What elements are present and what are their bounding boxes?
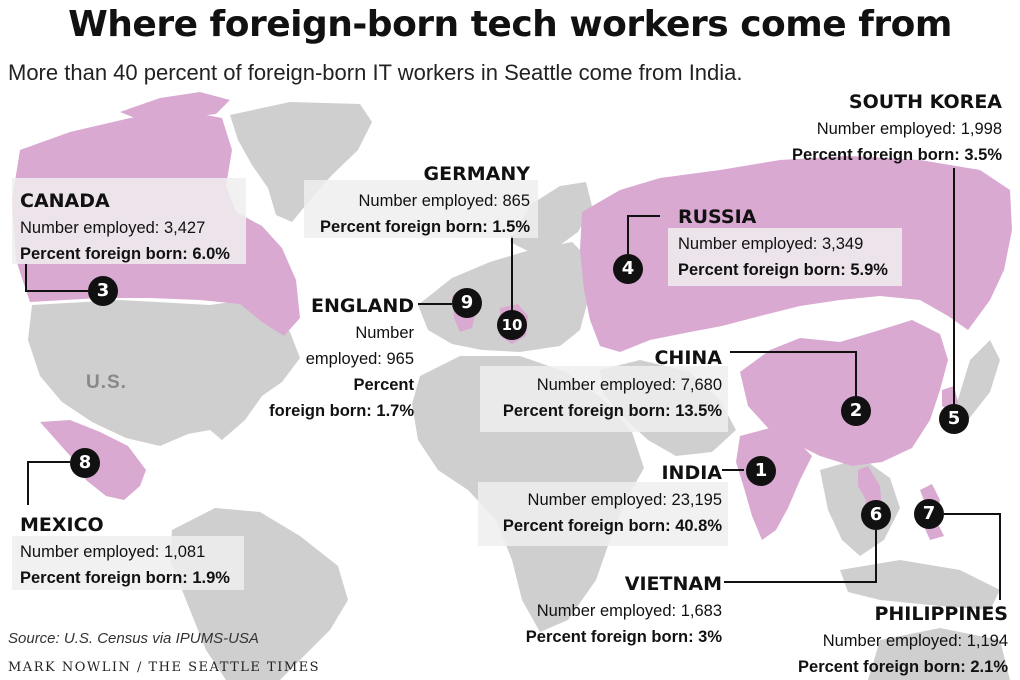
percent-foreign-born: Percent foreign born: 6.0% — [20, 245, 230, 263]
page-title: Where foreign-born tech workers come fro… — [68, 4, 952, 45]
credit-line: MARK NOWLIN / THE SEATTLE TIMES — [8, 660, 321, 675]
rank-badge-south-korea: 5 — [939, 404, 969, 434]
label-box-canada — [12, 178, 246, 264]
label-box-india — [478, 482, 728, 546]
india-shape — [736, 428, 812, 540]
country-name: VIETNAM — [624, 573, 722, 595]
percent-foreign-born: Percent foreign born: 13.5% — [502, 402, 722, 420]
number-employed: Number employed: 3,427 — [20, 219, 206, 237]
map-label-us: U.S. — [86, 372, 127, 393]
country-name: SOUTH KOREA — [848, 91, 1002, 113]
country-label-china: CHINA Number employed: 7,680 Percent for… — [484, 344, 722, 424]
rank-badge-mexico: 8 — [70, 448, 100, 478]
indonesia-shape — [840, 560, 1000, 610]
country-label-south-korea: SOUTH KOREA Number employed: 1,998 Perce… — [760, 88, 1002, 168]
number-employed: Number employed: 1,194 — [822, 632, 1008, 650]
country-label-russia: RUSSIA Number employed: 3,349 Percent fo… — [678, 203, 888, 283]
label-box-russia — [668, 228, 902, 286]
rank-badge-india: 1 — [746, 456, 776, 486]
percent-foreign-born: Percent foreign born: 1.5% — [320, 218, 530, 236]
rank-badge-canada: 3 — [88, 276, 118, 306]
number-employed-line-2: employed: 965 — [305, 350, 414, 368]
rank-badge-philippines: 7 — [914, 499, 944, 529]
country-name: RUSSIA — [678, 206, 757, 228]
canada-islands-shape — [120, 92, 230, 120]
leader-line-china — [730, 351, 857, 398]
label-box-mexico — [12, 536, 244, 590]
country-name: PHILIPPINES — [874, 603, 1008, 625]
leader-lines — [25, 168, 1001, 600]
number-employed: Number employed: 1,683 — [536, 602, 722, 620]
number-employed: Number employed: 3,349 — [678, 235, 864, 253]
country-label-mexico: MEXICO Number employed: 1,081 Percent fo… — [20, 511, 230, 591]
source-note: Source: U.S. Census via IPUMS-USA — [8, 630, 259, 647]
country-label-philippines: PHILIPPINES Number employed: 1,194 Perce… — [770, 600, 1008, 680]
rank-badge-germany: 10 — [497, 310, 527, 340]
percent-foreign-born: Percent foreign born: 3.5% — [792, 146, 1002, 164]
country-label-canada: CANADA Number employed: 3,427 Percent fo… — [20, 187, 230, 267]
leader-line-canada — [25, 264, 88, 292]
leader-line-russia — [627, 215, 660, 254]
leader-line-mexico — [27, 461, 70, 505]
number-employed: Number employed: 7,680 — [536, 376, 722, 394]
greenland-shape — [230, 102, 372, 222]
number-employed: Number employed: 23,195 — [527, 491, 722, 509]
rank-badge-england: 9 — [452, 288, 482, 318]
number-employed: Number employed: 1,998 — [816, 120, 1002, 138]
number-employed-line-1: Number — [355, 324, 414, 342]
percent-foreign-born-line-2: foreign born: 1.7% — [269, 402, 414, 420]
country-label-germany: GERMANY Number employed: 865 Percent for… — [298, 160, 530, 240]
percent-foreign-born: Percent foreign born: 3% — [525, 628, 722, 646]
country-name: ENGLAND — [311, 295, 414, 317]
label-box-germany — [304, 180, 538, 238]
australia-shape — [868, 628, 1010, 680]
country-name: INDIA — [661, 462, 722, 484]
country-label-vietnam: VIETNAM Number employed: 1,683 Percent f… — [484, 570, 722, 650]
percent-foreign-born: Percent foreign born: 40.8% — [502, 517, 722, 535]
country-label-england: ENGLAND Number employed: 965 Percent for… — [256, 292, 414, 424]
se-asia-shape — [820, 458, 900, 556]
country-name: CANADA — [20, 190, 110, 212]
rank-badge-vietnam: 6 — [861, 500, 891, 530]
percent-foreign-born: Percent foreign born: 5.9% — [678, 261, 888, 279]
percent-foreign-born: Percent foreign born: 2.1% — [798, 658, 1008, 676]
rank-badge-china: 2 — [841, 396, 871, 426]
leader-line-philippines — [944, 513, 1001, 600]
number-employed: Number employed: 1,081 — [20, 543, 206, 561]
country-name: GERMANY — [423, 163, 530, 185]
rank-badge-russia: 4 — [613, 254, 643, 284]
leader-line-vietnam — [724, 530, 877, 583]
percent-foreign-born-line-1: Percent — [353, 376, 414, 394]
number-employed: Number employed: 865 — [358, 192, 530, 210]
china-shape — [740, 320, 948, 466]
country-name: CHINA — [654, 347, 722, 369]
country-name: MEXICO — [20, 514, 104, 536]
usa-shape — [28, 300, 300, 446]
country-label-india: INDIA Number employed: 23,195 Percent fo… — [484, 459, 722, 539]
japan-shape — [956, 340, 1000, 420]
percent-foreign-born: Percent foreign born: 1.9% — [20, 569, 230, 587]
page-subtitle: More than 40 percent of foreign-born IT … — [8, 60, 743, 85]
label-box-china — [480, 366, 728, 432]
highlighted-countries — [12, 92, 1012, 540]
